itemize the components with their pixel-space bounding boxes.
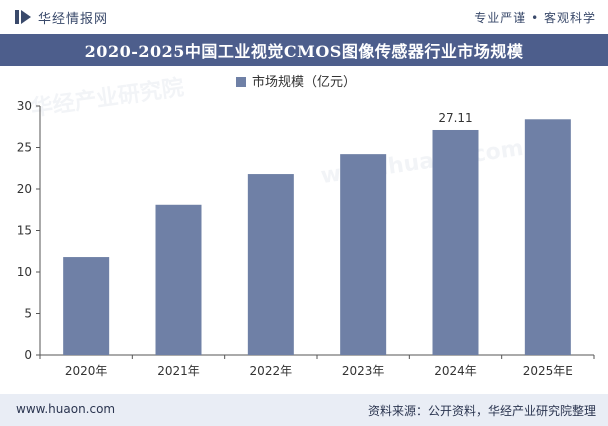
x-tick-label: 2025年E (523, 364, 573, 378)
legend-swatch (236, 77, 246, 87)
footer-source: 资料来源：公开资料，华经产业研究院整理 (367, 404, 596, 418)
bar (247, 174, 294, 355)
y-tick-label: 5 (24, 307, 32, 321)
bar (63, 257, 110, 355)
y-tick-label: 10 (17, 265, 32, 279)
bar-chart: 市场规模（亿元） 0 5 10 15 20 25 30 2020年 2021年 2022年 2023年… (17, 74, 595, 378)
brand-name: 华经情报网 (38, 11, 109, 27)
bar (432, 129, 479, 355)
top-bar: 华经情报网 专业严谨 • 客观科学 (0, 0, 608, 34)
bar (155, 204, 202, 355)
y-tick-label: 0 (24, 348, 32, 362)
bar (340, 154, 387, 355)
x-tick-label: 2021年 (157, 364, 200, 378)
y-tick-label: 20 (17, 182, 32, 196)
data-label: 27.11 (438, 111, 472, 125)
y-tick-label: 30 (17, 99, 32, 113)
y-tick-label: 15 (17, 224, 32, 238)
bar (524, 119, 571, 355)
x-tick-label: 2020年 (65, 364, 108, 378)
legend-label: 市场规模（亿元） (252, 74, 356, 90)
brand-logo-icon (15, 10, 31, 24)
y-tick-label: 25 (17, 141, 32, 155)
chart-title: 2020-2025中国工业视觉CMOS图像传感器行业市场规模 (84, 42, 524, 61)
x-tick-label: 2022年 (250, 364, 293, 378)
x-tick-label: 2023年 (342, 364, 385, 378)
tagline: 专业严谨 • 客观科学 (474, 11, 596, 25)
x-tick-label: 2024年 (434, 364, 477, 378)
brand: 华经情报网 (14, 8, 109, 27)
title-bar: 2020-2025中国工业视觉CMOS图像传感器行业市场规模 (0, 34, 608, 66)
footer-url: www.huaon.com (16, 402, 116, 416)
footer: www.huaon.com 资料来源：公开资料，华经产业研究院整理 (0, 394, 608, 426)
